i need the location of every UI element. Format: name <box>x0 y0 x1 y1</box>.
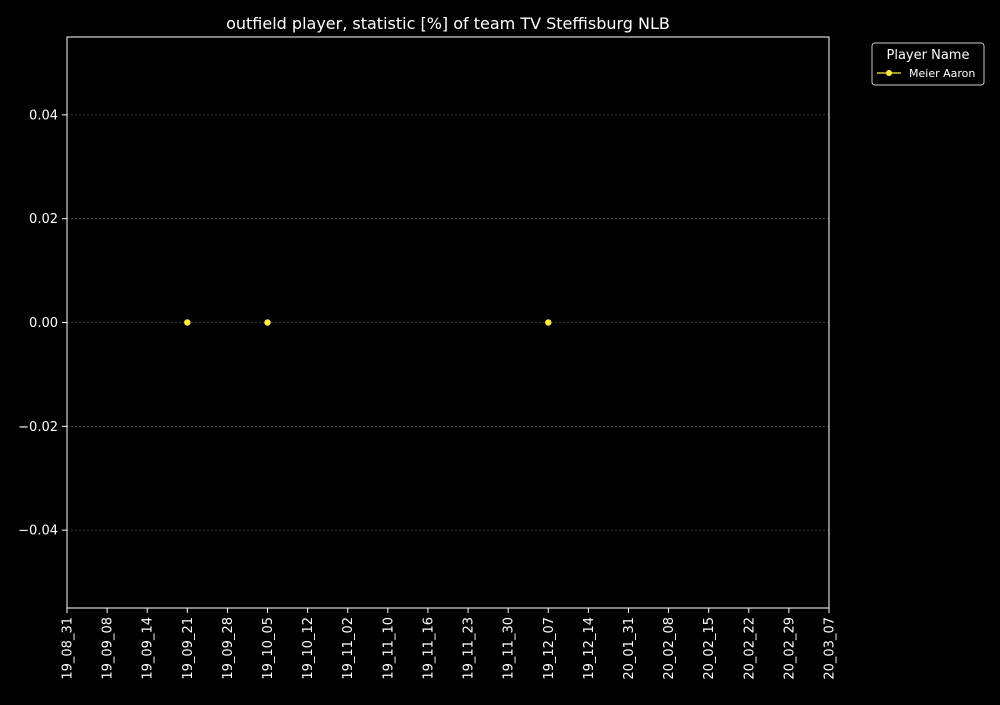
x-axis: 19_08_31 19_09_08 19_09_14 19_09_21 19_09_28… <box>61 608 838 680</box>
x-tick-label: 19_12_07 <box>542 617 557 680</box>
x-tick-label: 20_02_08 <box>662 617 677 680</box>
legend-title: Player Name <box>887 48 970 63</box>
y-axis: −0.04 −0.02 0.00 0.02 0.04 <box>18 108 67 539</box>
x-tick-label: 20_02_22 <box>742 617 757 680</box>
y-tick-label: 0.00 <box>29 316 58 331</box>
y-tick-label: −0.04 <box>18 524 58 539</box>
y-tick-label: −0.02 <box>18 420 58 435</box>
x-tick-label: 19_11_02 <box>341 617 356 680</box>
x-tick-label: 19_09_21 <box>181 617 196 680</box>
x-tick-label: 19_11_30 <box>502 617 517 680</box>
data-point <box>184 319 191 326</box>
legend-marker <box>886 70 892 76</box>
legend-box <box>871 42 985 86</box>
y-tick-label: 0.02 <box>29 212 58 227</box>
grid-lines <box>67 114 829 531</box>
x-tick-label: 19_09_14 <box>141 617 156 680</box>
x-tick-label: 20_03_07 <box>823 617 838 680</box>
x-tick-label: 20_02_15 <box>702 617 717 680</box>
x-tick-label: 19_10_12 <box>301 617 316 680</box>
x-tick-label: 19_12_14 <box>582 617 597 680</box>
x-tick-label: 19_08_31 <box>61 617 76 680</box>
x-tick-label: 20_01_31 <box>622 617 637 680</box>
x-tick-label: 19_10_05 <box>261 617 276 680</box>
legend-entry-label: Meier Aaron <box>909 67 975 80</box>
x-tick-label: 19_09_08 <box>101 617 116 680</box>
x-tick-label: 19_11_10 <box>381 617 396 680</box>
x-tick-label: 19_11_16 <box>421 617 436 680</box>
legend: Player Name Meier Aaron <box>871 42 985 86</box>
y-tick-label: 0.04 <box>29 108 58 123</box>
x-tick-label: 19_09_28 <box>221 617 236 680</box>
data-points <box>184 319 552 326</box>
chart-title: outfield player, statistic [%] of team T… <box>226 14 670 33</box>
x-tick-label: 20_02_29 <box>782 617 797 680</box>
x-tick-label: 19_11_23 <box>462 617 477 680</box>
data-point <box>264 319 271 326</box>
data-point <box>545 319 552 326</box>
